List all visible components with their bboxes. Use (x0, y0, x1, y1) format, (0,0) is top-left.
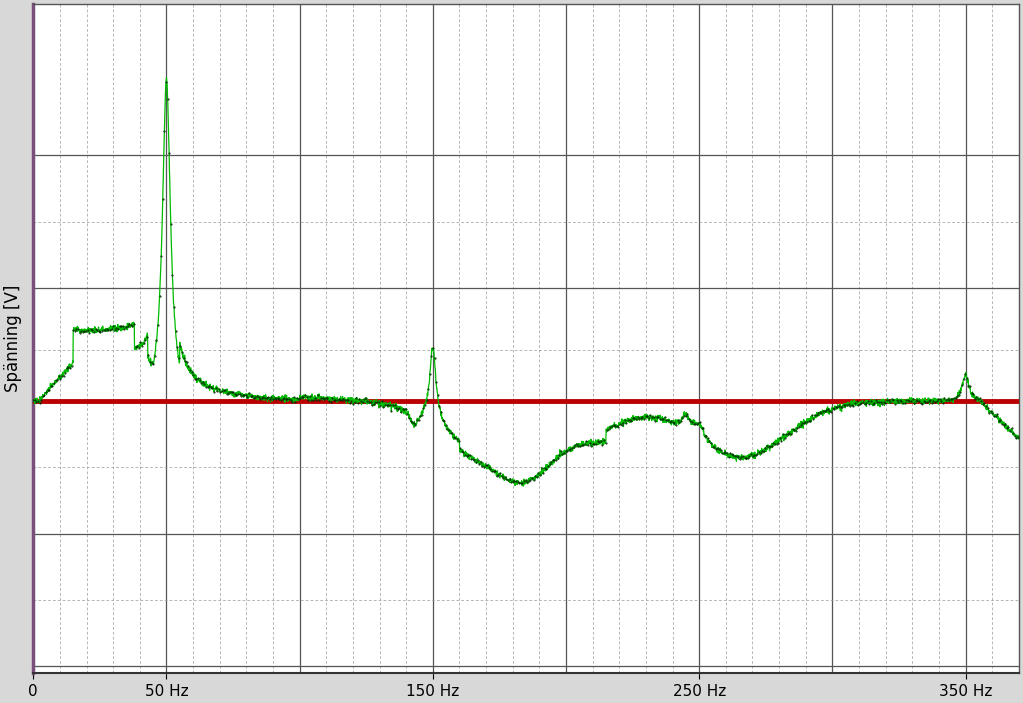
Y-axis label: Spänning [V]: Spänning [V] (4, 285, 23, 392)
